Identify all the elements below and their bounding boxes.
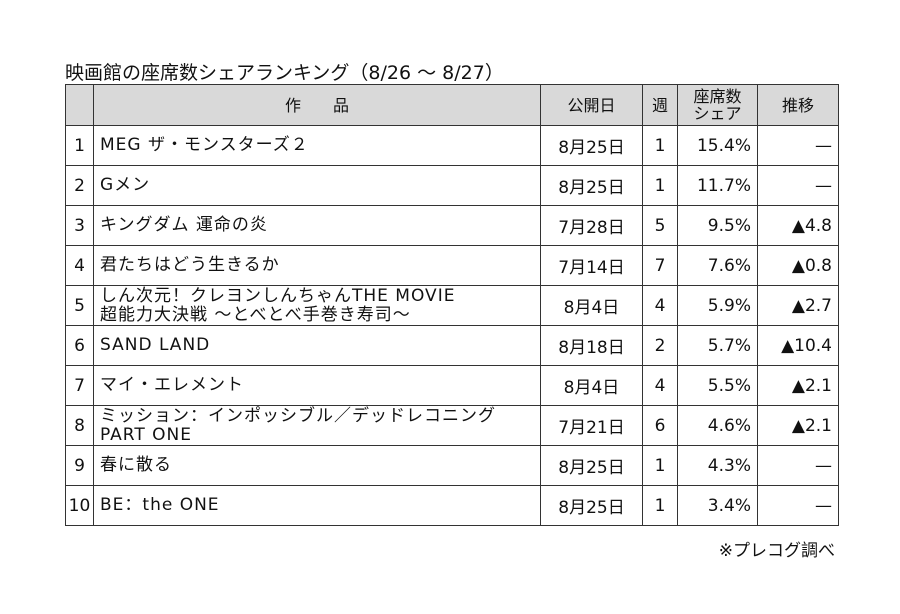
table-row: 1 MEG ザ・モンスターズ２ 8月25日 1 15.4% — [65, 125, 839, 166]
cell-date: 8月25日 [540, 165, 643, 206]
cell-chg: — [757, 165, 839, 206]
cell-rank: 2 [65, 165, 94, 206]
cell-date: 7月28日 [540, 205, 643, 246]
table-body: 1 MEG ザ・モンスターズ２ 8月25日 1 15.4% —2 Gメン 8月25日 1 11.7… [65, 125, 839, 526]
cell-work: SAND LAND [93, 325, 541, 366]
cell-rank: 4 [65, 245, 94, 286]
cell-chg: ▲10.4 [757, 325, 839, 366]
cell-week: 4 [642, 365, 678, 406]
cell-week: 1 [642, 125, 678, 166]
table-row: 5 しん次元！クレヨンしんちゃんTHE MOVIE 超能力大決戦 ～とべとべ手巻き… [65, 285, 839, 326]
cell-chg: ▲0.8 [757, 245, 839, 286]
cell-week: 7 [642, 245, 678, 286]
cell-week: 5 [642, 205, 678, 246]
cell-week: 2 [642, 325, 678, 366]
cell-work: しん次元！クレヨンしんちゃんTHE MOVIE 超能力大決戦 ～とべとべ手巻き寿… [93, 285, 541, 326]
cell-chg: — [757, 445, 839, 486]
table-row: 9 春に散る 8月25日 1 4.3% — [65, 445, 839, 486]
header-row: 作 品公開日週座席数 シェア 推移 [65, 84, 839, 126]
table-row: 7 マイ・エレメント 8月4日 4 5.5% ▲2.1 [65, 365, 839, 406]
cell-chg: — [757, 125, 839, 166]
cell-rank: 3 [65, 205, 94, 246]
column-header: 週 [642, 84, 678, 126]
cell-chg: ▲4.8 [757, 205, 839, 246]
cell-share: 5.5% [677, 365, 758, 406]
title: 映画館の座席数シェアランキング（8/26 ～ 8/27） [65, 62, 504, 84]
cell-week: 6 [642, 405, 678, 446]
cell-date: 8月18日 [540, 325, 643, 366]
cell-share: 5.7% [677, 325, 758, 366]
cell-rank: 8 [65, 405, 94, 446]
cell-share: 7.6% [677, 245, 758, 286]
cell-chg: ▲2.7 [757, 285, 839, 326]
cell-date: 8月25日 [540, 485, 643, 526]
cell-share: 4.6% [677, 405, 758, 446]
cell-work: キングダム 運命の炎 [93, 205, 541, 246]
ranking-table: 作 品公開日週座席数 シェア 推移 1 MEG ザ・モンスターズ２ 8月25日 1 15.… [65, 84, 839, 526]
cell-rank: 7 [65, 365, 94, 406]
column-header: 推移 [757, 84, 839, 126]
cell-work: MEG ザ・モンスターズ２ [93, 125, 541, 166]
cell-share: 4.3% [677, 445, 758, 486]
cell-work: 春に散る [93, 445, 541, 486]
cell-rank: 5 [65, 285, 94, 326]
cell-rank: 10 [65, 485, 94, 526]
cell-work: BE：the ONE [93, 485, 541, 526]
table-row: 4 君たちはどう生きるか 7月14日 7 7.6% ▲0.8 [65, 245, 839, 286]
cell-week: 1 [642, 485, 678, 526]
cell-work: 君たちはどう生きるか [93, 245, 541, 286]
table-row: 10 BE：the ONE 8月25日 1 3.4% — [65, 485, 839, 526]
column-header: 公開日 [540, 84, 643, 126]
cell-rank: 6 [65, 325, 94, 366]
cell-work: マイ・エレメント [93, 365, 541, 406]
cell-date: 8月25日 [540, 125, 643, 166]
source-note: ※プレコグ調べ [718, 541, 835, 561]
cell-date: 8月25日 [540, 445, 643, 486]
cell-week: 1 [642, 165, 678, 206]
table-row: 6 SAND LAND 8月18日 2 5.7% ▲10.4 [65, 325, 839, 366]
table-row: 3 キングダム 運命の炎 7月28日 5 9.5% ▲4.8 [65, 205, 839, 246]
cell-rank: 9 [65, 445, 94, 486]
cell-date: 8月4日 [540, 365, 643, 406]
table-row: 8 ミッション：インポッシブル／デッドレコニング PART ONE 7月21日 6 4.… [65, 405, 839, 446]
cell-share: 11.7% [677, 165, 758, 206]
cell-date: 7月14日 [540, 245, 643, 286]
cell-week: 4 [642, 285, 678, 326]
cell-work: ミッション：インポッシブル／デッドレコニング PART ONE [93, 405, 541, 446]
cell-share: 15.4% [677, 125, 758, 166]
column-header: 作 品 [93, 84, 541, 126]
cell-week: 1 [642, 445, 678, 486]
cell-chg: ▲2.1 [757, 365, 839, 406]
cell-date: 8月4日 [540, 285, 643, 326]
table-row: 2 Gメン 8月25日 1 11.7% — [65, 165, 839, 206]
cell-share: 9.5% [677, 205, 758, 246]
cell-work: Gメン [93, 165, 541, 206]
column-header: 座席数 シェア [677, 84, 758, 126]
cell-share: 5.9% [677, 285, 758, 326]
cell-share: 3.4% [677, 485, 758, 526]
cell-date: 7月21日 [540, 405, 643, 446]
cell-rank: 1 [65, 125, 94, 166]
column-header [65, 84, 94, 126]
cell-chg: ▲2.1 [757, 405, 839, 446]
cell-chg: — [757, 485, 839, 526]
